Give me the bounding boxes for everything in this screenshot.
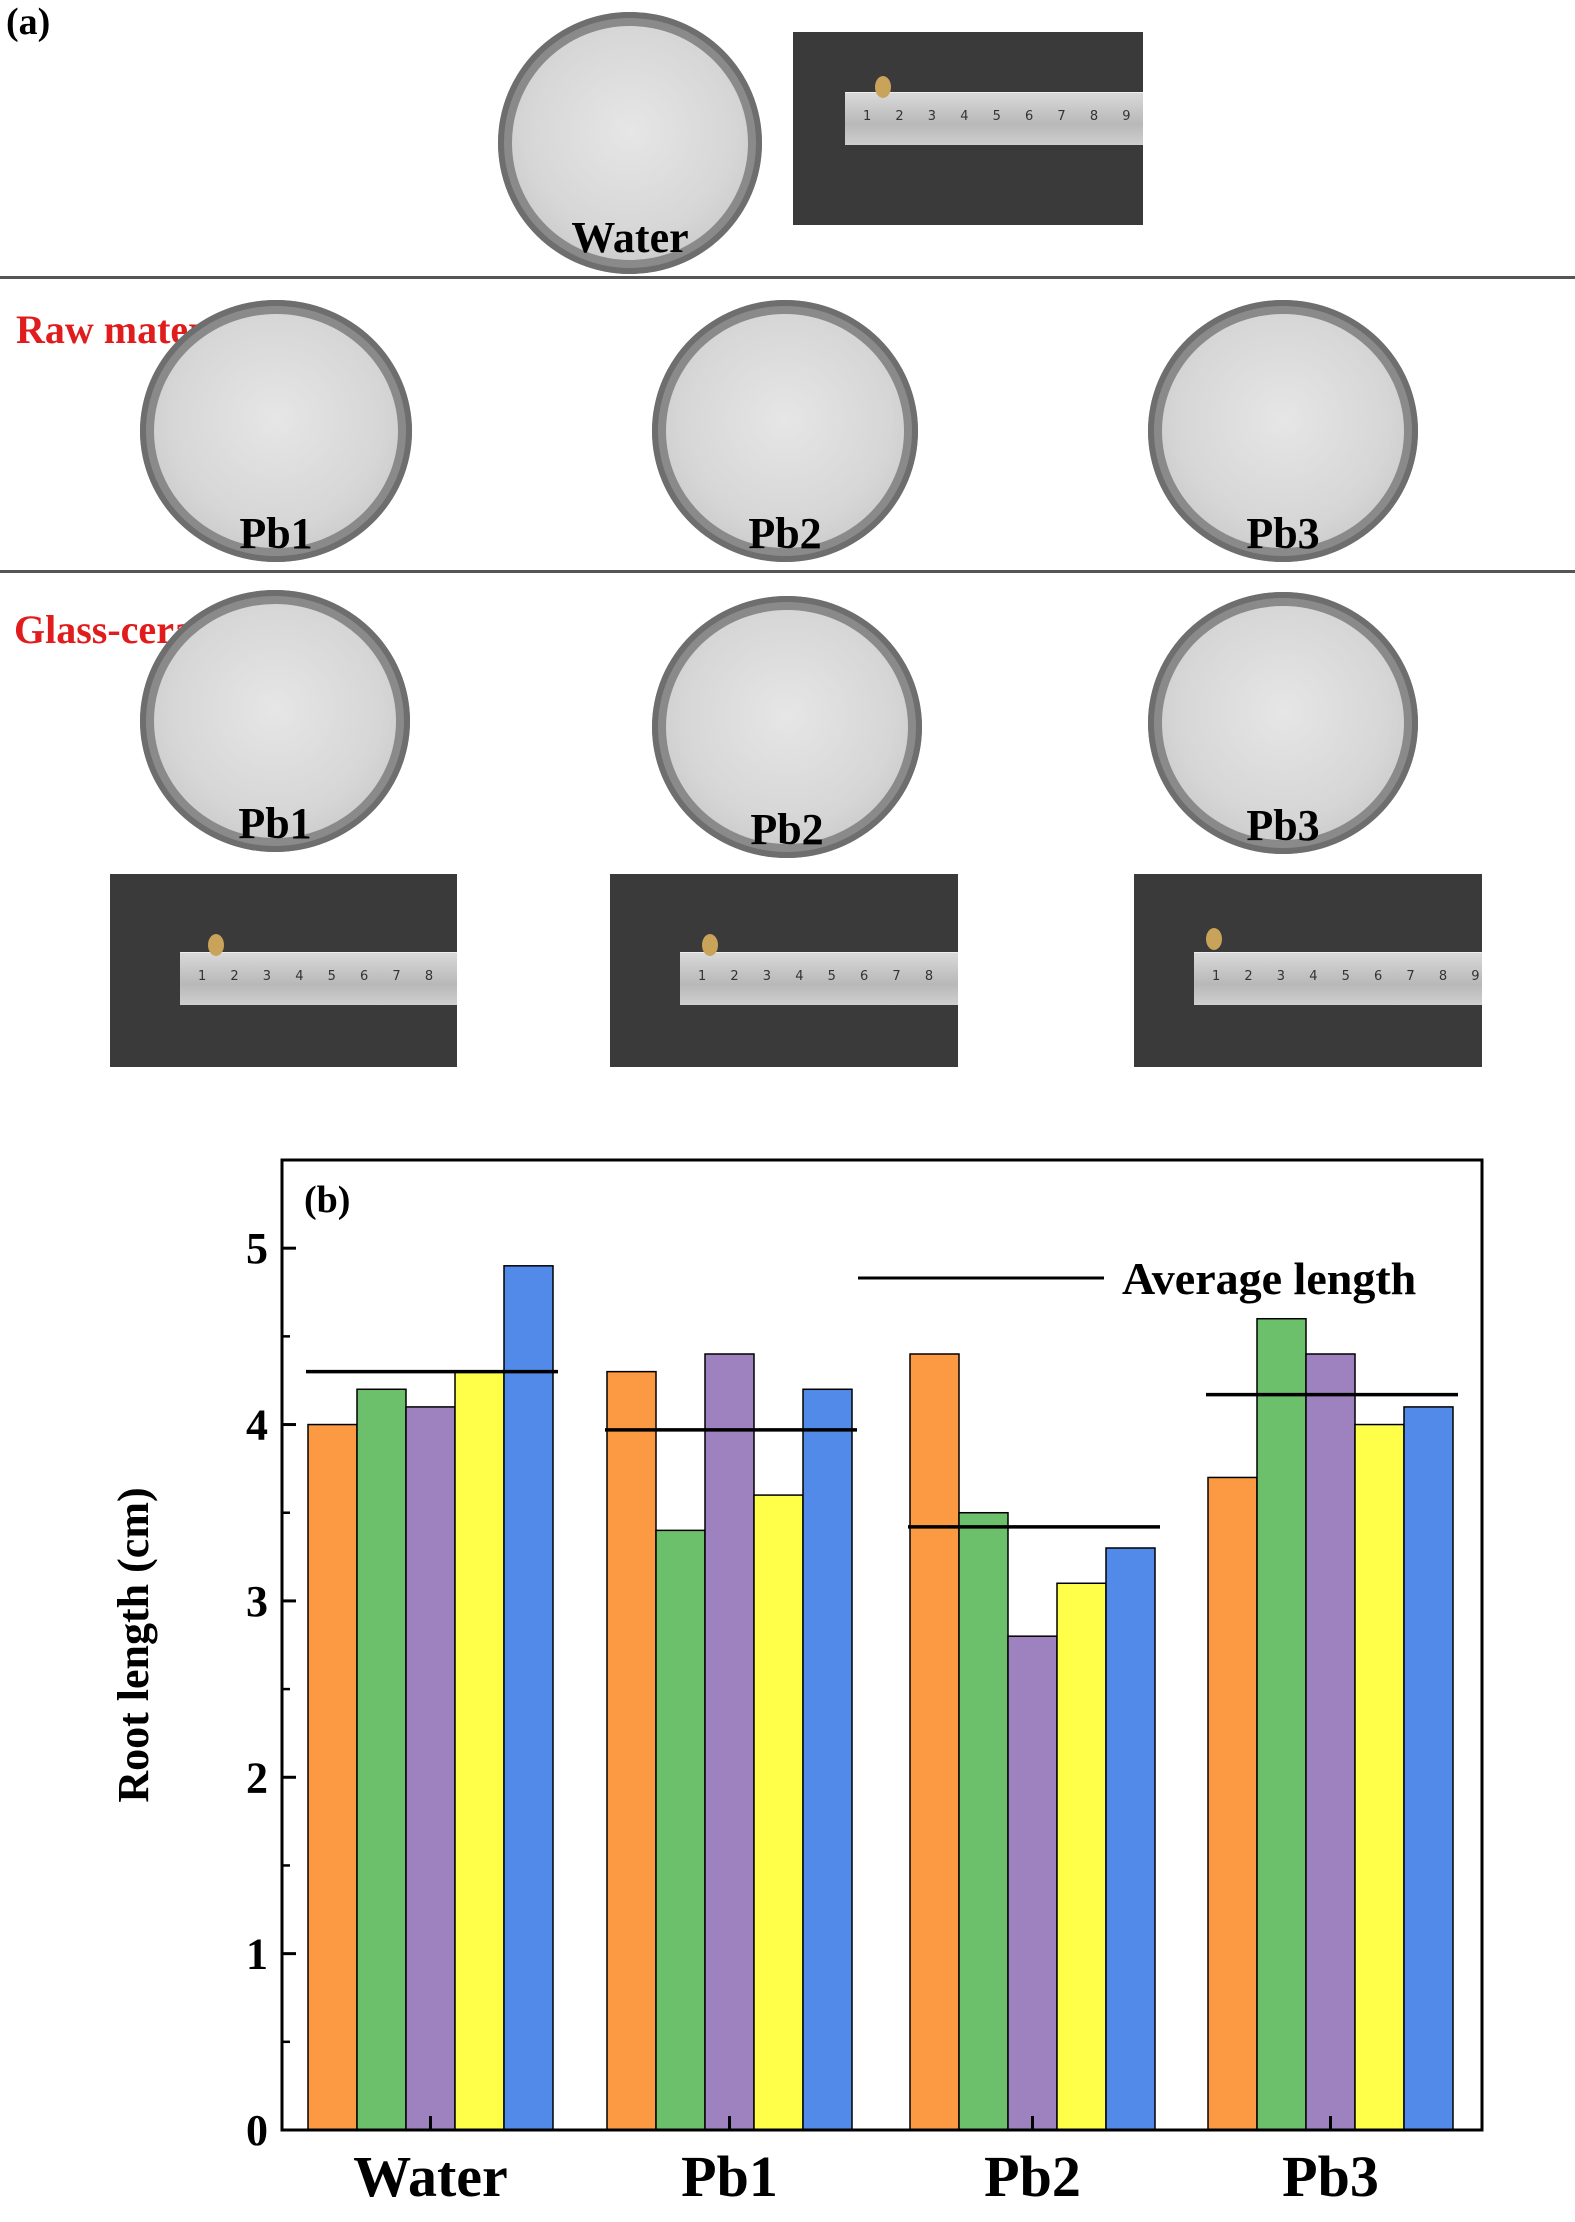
plot-frame	[280, 1158, 1484, 2132]
seed	[1206, 928, 1222, 950]
ruler-photo-glass-pb3: 1 2 3 4 5 6 7 8 9 10 1 2 3	[1134, 874, 1482, 1067]
bar-pb3-5	[1403, 1406, 1454, 2131]
ruler-photo-glass-pb2: 1 2 3 4 5 6 7 8 9 10 1 2 3	[610, 874, 958, 1067]
petri-dish-raw-pb1: Pb1	[140, 300, 412, 562]
petri-dish-inner	[666, 314, 904, 548]
bar-pb3-3	[1305, 1353, 1356, 2131]
x-tick-label-water: Water	[353, 2144, 508, 2209]
bar-water-1	[307, 1423, 358, 2131]
x-tick-label-pb1: Pb1	[681, 2144, 778, 2209]
bar-pb1-1	[606, 1370, 657, 2131]
dish-label-raw-pb3: Pb3	[1246, 509, 1320, 558]
x-tick-label-pb2: Pb2	[984, 2144, 1081, 2209]
bar-pb3-1	[1207, 1476, 1258, 2131]
petri-dish-glass-pb3: Pb3	[1148, 592, 1418, 854]
dish-label-glass-pb2: Pb2	[750, 805, 824, 854]
petri-dish-inner	[1162, 314, 1404, 548]
x-axis: Water Pb1 Pb2 Pb3	[353, 2116, 1379, 2209]
y-tick-label: 5	[246, 1224, 268, 1273]
y-tick-label: 1	[246, 1930, 268, 1979]
ruler: 1 2 3 4 5 6 7 8 9 10 1 2 3	[845, 92, 1143, 145]
bar-water-5	[503, 1265, 554, 2131]
bar-pb2-3	[1007, 1635, 1058, 2131]
petri-dish-inner	[512, 26, 748, 260]
ruler-photo-glass-pb1: 1 2 3 4 5 6 7 8 9 10 1 2 3	[110, 874, 457, 1067]
petri-dish-glass-pb1: Pb1	[140, 590, 410, 852]
separator-2	[0, 570, 1575, 573]
bar-pb3-4	[1354, 1423, 1405, 2131]
ruler-scale: 1 2 3 4 5 6 7 8 9 10 1 2 3	[198, 969, 457, 984]
dish-label-raw-pb2: Pb2	[748, 509, 822, 558]
ruler: 1 2 3 4 5 6 7 8 9 10 1 2 3	[680, 952, 958, 1005]
bar-pb2-2	[958, 1511, 1009, 2131]
bar-pb2-5	[1105, 1547, 1156, 2131]
y-axis: 0 1 2 3 4 5	[246, 1158, 296, 2155]
y-axis-label: Root length (cm)	[109, 1487, 158, 1802]
ruler-scale: 1 2 3 4 5 6 7 8 9 10 1 2 3	[698, 969, 958, 984]
dish-label-glass-pb1: Pb1	[238, 799, 312, 848]
average-lines-layer	[306, 1369, 1458, 1529]
dish-label-raw-pb1: Pb1	[239, 509, 313, 558]
dish-label-water: Water	[571, 213, 689, 262]
petri-dish-water: Water	[498, 12, 762, 274]
root-length-bar-chart: 0 1 2 3 4 5 Water Pb1 Pb2 Pb3 (b) Average length…	[109, 1158, 1484, 2209]
bar-pb1-3	[704, 1353, 755, 2131]
dish-label-glass-pb3: Pb3	[1246, 801, 1320, 850]
bar-water-3	[405, 1406, 456, 2131]
separator-1	[0, 276, 1575, 279]
bar-pb1-4	[753, 1494, 804, 2131]
ruler: 1 2 3 4 5 6 7 8 9 10 1 2 3	[1194, 952, 1482, 1005]
seed	[702, 934, 718, 956]
ruler-scale: 1 2 3 4 5 6 7 8 9 10 1 2 3	[863, 109, 1143, 124]
y-tick-label: 2	[246, 1753, 268, 1802]
ruler: 1 2 3 4 5 6 7 8 9 10 1 2 3	[180, 952, 457, 1005]
bar-pb3-2	[1256, 1317, 1307, 2131]
y-tick-label: 0	[246, 2106, 268, 2155]
petri-dish-inner	[666, 610, 908, 844]
legend-average-label: Average length	[1122, 1253, 1416, 1304]
panel-b-label: (b)	[304, 1179, 350, 1221]
bar-water-4	[454, 1370, 505, 2131]
petri-dish-inner	[154, 604, 396, 838]
ruler-scale: 1 2 3 4 5 6 7 8 9 10 1 2 3	[1212, 969, 1482, 984]
petri-dish-raw-pb3: Pb3	[1148, 300, 1418, 562]
x-tick-label-pb3: Pb3	[1282, 2144, 1379, 2209]
bar-pb1-5	[802, 1388, 853, 2131]
petri-dish-raw-pb2: Pb2	[652, 300, 918, 562]
seed	[875, 76, 891, 98]
bar-water-2	[356, 1388, 407, 2131]
bar-pb2-1	[909, 1353, 960, 2131]
y-tick-label: 3	[246, 1577, 268, 1626]
seed	[208, 934, 224, 956]
bars-layer	[307, 1265, 1454, 2131]
petri-dish-inner	[154, 314, 398, 548]
petri-dish-inner	[1162, 606, 1404, 840]
bar-pb2-4	[1056, 1582, 1107, 2131]
bar-pb1-2	[655, 1529, 706, 2131]
petri-dish-glass-pb2: Pb2	[652, 596, 922, 858]
ruler-photo-water: 1 2 3 4 5 6 7 8 9 10 1 2 3	[793, 32, 1143, 225]
y-tick-label: 4	[246, 1401, 268, 1450]
panel-a-label: (a)	[6, 1, 51, 43]
